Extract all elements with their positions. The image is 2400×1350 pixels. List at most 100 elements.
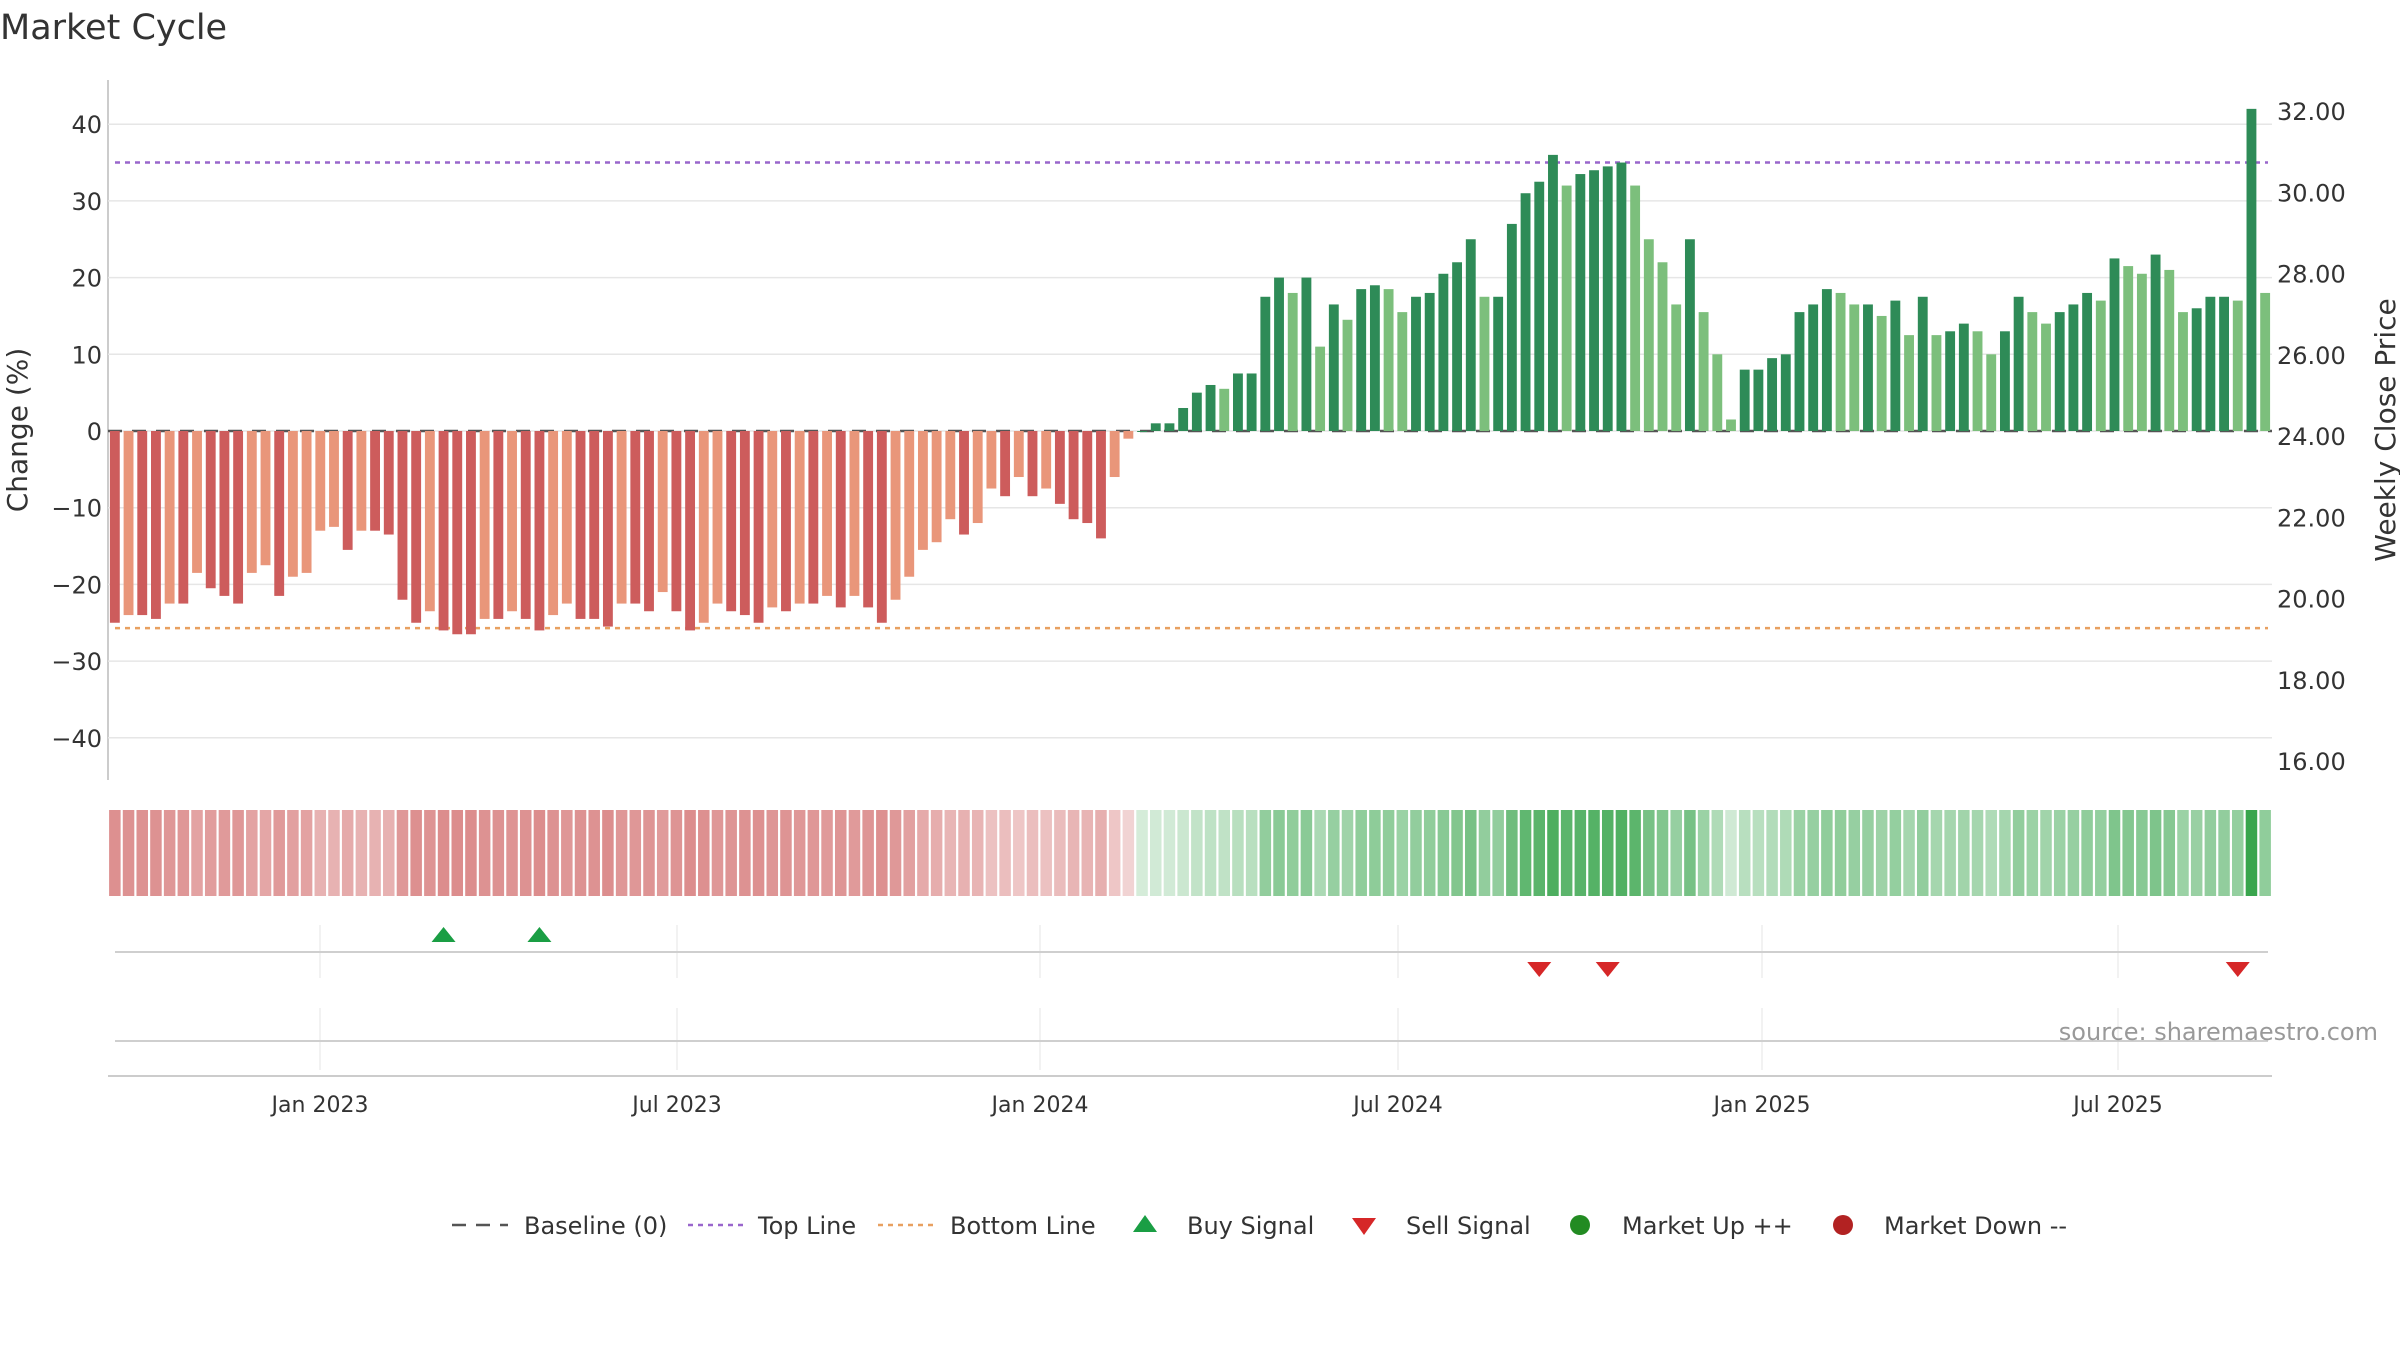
heat-cell <box>1245 810 1258 896</box>
heat-cell <box>629 810 642 896</box>
change-bar <box>1548 154 1558 431</box>
change-bar <box>1082 431 1093 524</box>
left-tick-label: 0 <box>87 418 102 446</box>
change-bar <box>1506 223 1517 431</box>
left-tick-label: −10 <box>51 495 102 523</box>
heat-cell <box>519 810 532 896</box>
heat-cell <box>752 810 765 896</box>
heat-cell <box>1793 810 1806 896</box>
change-bar <box>575 431 586 619</box>
legend: Baseline (0) Top Line Bottom Line Buy Signa… <box>452 1212 2067 1240</box>
change-bar <box>1178 407 1189 431</box>
change-bar <box>548 431 559 616</box>
change-bar <box>1274 277 1284 431</box>
heat-cell <box>793 810 806 896</box>
change-bar <box>192 431 202 573</box>
change-bar <box>767 431 778 608</box>
change-bar <box>109 431 120 623</box>
heat-cell <box>1465 810 1477 896</box>
change-bar <box>452 431 463 635</box>
heat-cell <box>2177 810 2189 896</box>
heat-cell <box>1478 810 1491 896</box>
change-bar <box>1835 292 1846 431</box>
heat-cell <box>1601 810 1614 896</box>
heat-cell <box>602 810 614 896</box>
change-bar <box>356 431 367 531</box>
heat-cell <box>1725 810 1737 896</box>
heat-cell <box>848 810 861 896</box>
change-bar <box>1424 292 1435 431</box>
heat-cell <box>1396 810 1409 896</box>
heat-cell <box>1259 810 1272 896</box>
change-bar <box>178 431 189 604</box>
change-bar <box>986 431 997 489</box>
change-bar <box>151 431 161 619</box>
change-bar <box>1479 296 1490 431</box>
change-bar <box>123 431 134 616</box>
change-bar <box>1328 304 1339 431</box>
change-bar <box>1794 312 1805 431</box>
heat-cell <box>999 810 1011 896</box>
legend-label: Buy Signal <box>1187 1212 1314 1240</box>
change-bar <box>1000 431 1011 497</box>
change-bar <box>2232 300 2243 431</box>
change-bar <box>1315 346 1326 431</box>
change-bar <box>945 431 956 520</box>
change-bar <box>479 431 490 619</box>
heat-strip <box>109 810 2271 896</box>
change-bar <box>1589 170 1599 431</box>
heat-cell <box>1163 810 1176 896</box>
heat-cell <box>1985 810 1997 896</box>
change-bar <box>835 431 846 608</box>
heat-cell <box>547 810 559 896</box>
heat-cell <box>109 810 121 896</box>
change-bar <box>1493 296 1504 431</box>
heat-cell <box>889 810 902 896</box>
heat-cell <box>1533 810 1546 896</box>
heat-cell <box>1903 810 1915 896</box>
change-bar <box>438 431 449 631</box>
change-bar <box>260 431 271 566</box>
heat-cell <box>1643 810 1655 896</box>
change-bar <box>2219 296 2229 431</box>
change-bar <box>822 431 832 596</box>
change-bar <box>1698 312 1709 431</box>
change-bar <box>1643 239 1654 431</box>
x-tick-label: Jan 2025 <box>1712 1093 1811 1118</box>
change-bar <box>2123 266 2134 431</box>
heat-cell <box>204 810 217 896</box>
change-bar <box>274 431 285 596</box>
left-tick-label: 30 <box>71 188 102 216</box>
change-bar <box>1383 289 1394 431</box>
change-bar <box>1561 185 1572 431</box>
change-bar <box>1630 185 1641 431</box>
change-bar <box>644 431 654 612</box>
heat-cell <box>1930 810 1943 896</box>
heat-cell <box>150 810 162 896</box>
change-bar <box>342 431 353 550</box>
heat-cell <box>492 810 505 896</box>
change-bar <box>164 431 175 604</box>
change-bar <box>2178 312 2188 431</box>
heat-cell <box>1807 810 1819 896</box>
change-bar <box>205 431 216 589</box>
heat-cell <box>424 810 436 896</box>
change-bar <box>383 431 394 535</box>
change-bar <box>2136 273 2147 431</box>
heat-cell <box>396 810 409 896</box>
change-bar <box>1876 315 1887 431</box>
change-bar <box>2095 300 2106 431</box>
change-bar <box>1602 166 1613 431</box>
heat-cell <box>2232 810 2244 896</box>
heat-cell <box>191 810 203 896</box>
left-tick-label: −30 <box>51 648 102 676</box>
sell-signal-marker <box>1527 962 1552 977</box>
heat-cell <box>1656 810 1669 896</box>
change-bar <box>1233 373 1243 431</box>
change-bar <box>1945 331 1956 431</box>
heat-cell <box>1341 810 1354 896</box>
heat-cell <box>1150 810 1162 896</box>
change-bar <box>561 431 572 604</box>
right-tick-label: 24.00 <box>2277 423 2346 451</box>
change-bar <box>972 431 983 524</box>
